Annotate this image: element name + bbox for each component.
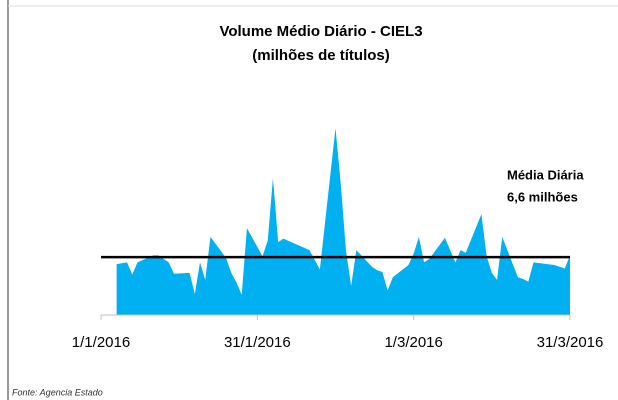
annotation: 6,6 milhões bbox=[507, 189, 578, 204]
x-tick-label: 31/1/2016 bbox=[224, 334, 291, 351]
x-tick-label: 31/3/2016 bbox=[537, 334, 604, 351]
x-tick-label: 1/3/2016 bbox=[384, 334, 442, 351]
source: Fonte: Agencia Estado bbox=[12, 387, 103, 397]
chart-title: Volume Médio Diário - CIEL3 bbox=[219, 23, 422, 40]
x-tick-label: 1/1/2016 bbox=[72, 334, 130, 351]
chart-subtitle: (milhões de títulos) bbox=[252, 47, 390, 64]
annotation: Média Diária bbox=[507, 167, 584, 182]
area bbox=[116, 128, 570, 315]
